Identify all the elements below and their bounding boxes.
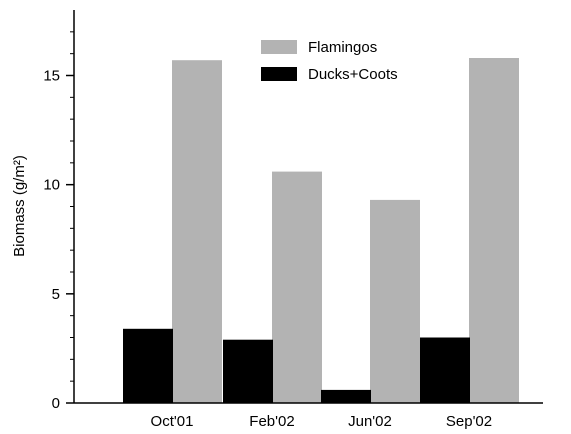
- x-ticks: Oct'01 Feb'02 Jun'02 Sep'02: [151, 413, 493, 430]
- bar-ducks-coots-2: [321, 389, 371, 403]
- legend-label-flamingos: Flamingos: [308, 39, 377, 56]
- x-tick-label-3: Sep'02: [446, 413, 492, 430]
- y-tick-label-10: 10: [43, 177, 60, 194]
- bar-flamingos-2: [370, 199, 420, 403]
- y-axis-title: Biomass (g/m²): [11, 155, 28, 257]
- legend: Flamingos Ducks+Coots: [261, 39, 398, 83]
- legend-swatch-ducks-coots: [261, 67, 297, 81]
- y-tick-label-15: 15: [43, 68, 60, 85]
- x-tick-label-1: Feb'02: [249, 413, 294, 430]
- bar-ducks-coots-3: [420, 337, 470, 403]
- legend-swatch-flamingos: [261, 40, 297, 54]
- legend-label-ducks-coots: Ducks+Coots: [308, 66, 398, 83]
- y-ticks: 0 5 10 15: [43, 31, 74, 412]
- bar-ducks-coots-1: [223, 339, 273, 403]
- bar-flamingos-3: [469, 58, 519, 403]
- bar-flamingos-0: [172, 60, 222, 403]
- bars: [123, 58, 519, 403]
- y-tick-label-0: 0: [52, 395, 60, 412]
- x-tick-label-2: Jun'02: [348, 413, 392, 430]
- x-tick-label-0: Oct'01: [151, 413, 194, 430]
- bar-flamingos-1: [272, 171, 322, 403]
- y-tick-label-5: 5: [52, 286, 60, 303]
- bar-ducks-coots-0: [123, 328, 173, 403]
